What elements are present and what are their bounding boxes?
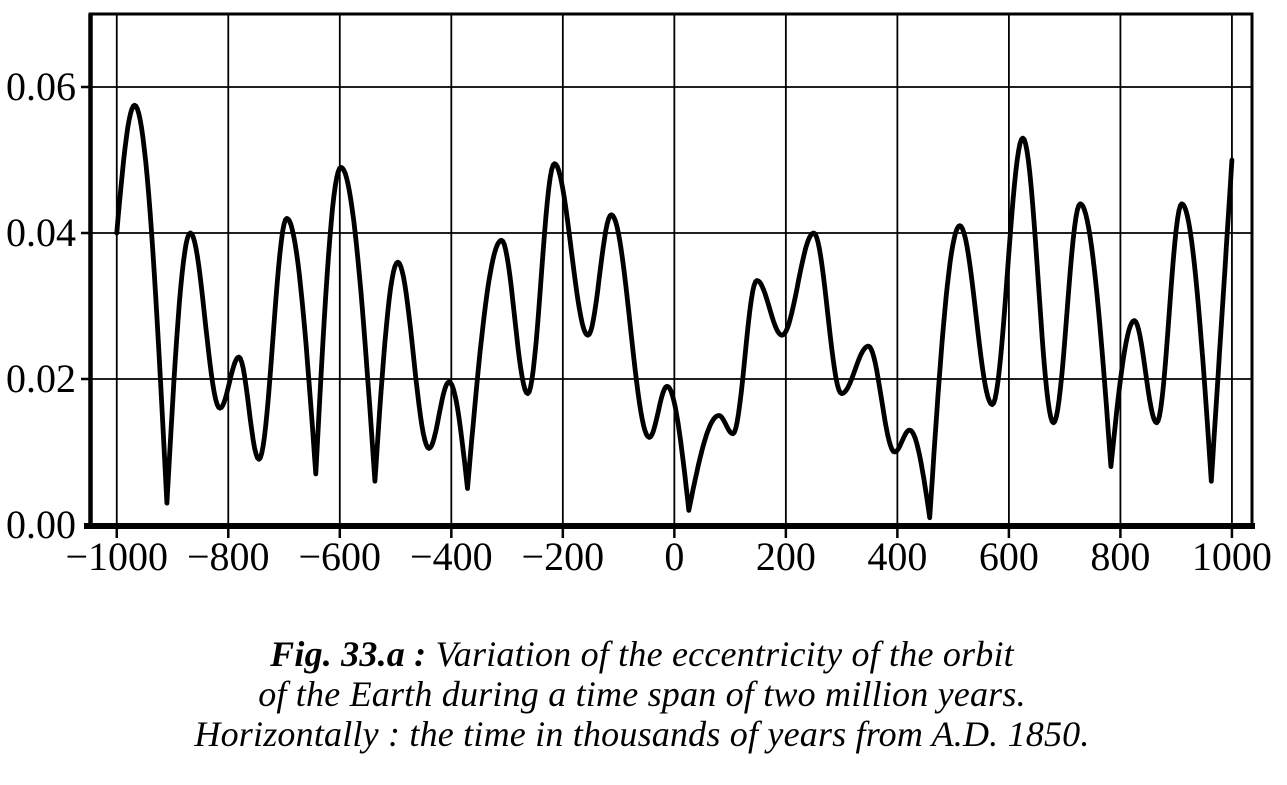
- x-tick-label: 400: [867, 534, 927, 579]
- x-tick-label: 0: [664, 534, 684, 579]
- y-tick-label: 0.00: [6, 502, 76, 547]
- y-tick-label: 0.04: [6, 210, 76, 255]
- caption-figure-label: Fig. 33.a :: [270, 634, 427, 674]
- x-tick-label: −200: [522, 534, 605, 579]
- caption-line-2: of the Earth during a time span of two m…: [258, 674, 1026, 714]
- x-tick-label: −400: [410, 534, 493, 579]
- caption-line-1-text: Variation of the eccentricity of the orb…: [426, 634, 1014, 674]
- caption-line-3: Horizontally : the time in thousands of …: [194, 714, 1090, 754]
- x-tick-label: −600: [299, 534, 382, 579]
- x-tick-label: 600: [979, 534, 1039, 579]
- y-tick-label: 0.02: [6, 356, 76, 401]
- x-tick-label: 200: [756, 534, 816, 579]
- x-tick-label: 1000: [1192, 534, 1272, 579]
- eccentricity-chart: −1000 −800 −600 −400 −200 0 200 400 600 800 1000 0.…: [6, 12, 1272, 579]
- x-tick-label: −800: [187, 534, 270, 579]
- y-tick-label: 0.06: [6, 64, 76, 109]
- caption-line-1: Fig. 33.a : Variation of the eccentricit…: [0, 634, 1284, 674]
- figure-caption: Fig. 33.a : Variation of the eccentricit…: [0, 634, 1284, 754]
- x-tick-label: −1000: [65, 534, 168, 579]
- x-tick-label: 800: [1090, 534, 1150, 579]
- eccentricity-curve: [114, 102, 1235, 521]
